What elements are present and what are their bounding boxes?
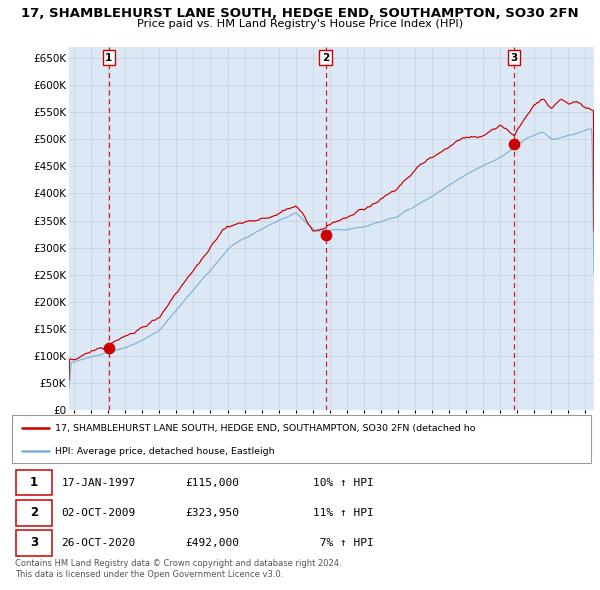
Text: 17-JAN-1997: 17-JAN-1997 (61, 477, 136, 487)
Text: 1: 1 (30, 476, 38, 489)
Text: 17, SHAMBLEHURST LANE SOUTH, HEDGE END, SOUTHAMPTON, SO30 2FN: 17, SHAMBLEHURST LANE SOUTH, HEDGE END, … (21, 7, 579, 20)
Text: 11% ↑ HPI: 11% ↑ HPI (313, 508, 374, 518)
FancyBboxPatch shape (12, 415, 591, 463)
Text: 26-OCT-2020: 26-OCT-2020 (61, 538, 136, 548)
Text: 10% ↑ HPI: 10% ↑ HPI (313, 477, 374, 487)
Point (104, 343, 113, 352)
Text: 02-OCT-2009: 02-OCT-2009 (61, 508, 136, 518)
Text: HPI: Average price, detached house, Eastleigh: HPI: Average price, detached house, East… (55, 447, 275, 455)
Text: 1: 1 (105, 53, 113, 63)
Text: £323,950: £323,950 (186, 508, 240, 518)
Text: 7% ↑ HPI: 7% ↑ HPI (313, 538, 374, 548)
Text: 2: 2 (322, 53, 329, 63)
Text: 2: 2 (30, 506, 38, 519)
FancyBboxPatch shape (16, 500, 52, 526)
Point (321, 230, 331, 240)
FancyBboxPatch shape (16, 530, 52, 556)
Point (509, 139, 519, 148)
Text: 17, SHAMBLEHURST LANE SOUTH, HEDGE END, SOUTHAMPTON, SO30 2FN (detached ho: 17, SHAMBLEHURST LANE SOUTH, HEDGE END, … (55, 424, 476, 433)
Text: Price paid vs. HM Land Registry's House Price Index (HPI): Price paid vs. HM Land Registry's House … (137, 19, 463, 30)
FancyBboxPatch shape (16, 470, 52, 496)
Text: Contains HM Land Registry data © Crown copyright and database right 2024.
This d: Contains HM Land Registry data © Crown c… (15, 559, 341, 579)
Text: £492,000: £492,000 (186, 538, 240, 548)
Text: 3: 3 (30, 536, 38, 549)
Text: 3: 3 (511, 53, 518, 63)
Text: £115,000: £115,000 (186, 477, 240, 487)
